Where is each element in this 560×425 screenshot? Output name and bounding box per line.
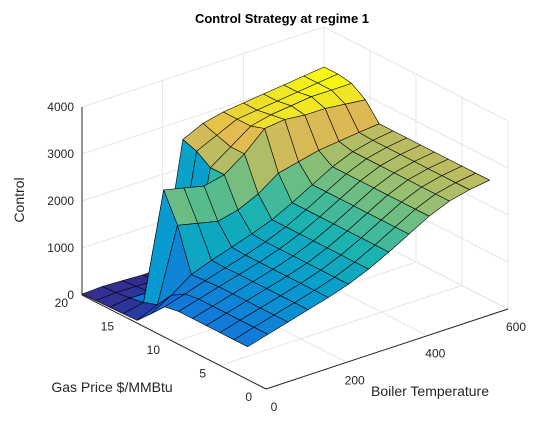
tick-labels: 0 1000 2000 3000 4000 0 200 400 600 0 5 10 15 20 xyxy=(47,100,526,414)
y-tick-label: 20 xyxy=(55,296,69,310)
grid-line-z xyxy=(323,26,509,122)
surface xyxy=(81,66,490,348)
z-tick-label: 2000 xyxy=(47,194,74,208)
x-tick-label: 400 xyxy=(425,347,445,361)
x-axis-line xyxy=(265,308,509,390)
z-tick-label: 0 xyxy=(67,288,74,302)
z-tick-label: 3000 xyxy=(47,147,74,161)
z-tick-label: 4000 xyxy=(47,100,74,114)
y-axis-line xyxy=(81,294,267,390)
z-axis-label: Control xyxy=(11,177,27,222)
x-tick-label: 600 xyxy=(506,320,526,334)
y-tick-label: 10 xyxy=(147,343,161,357)
grid-line-z xyxy=(81,26,325,108)
chart-title: Control Strategy at regime 1 xyxy=(195,11,369,26)
x-axis-label: Boiler Temperature xyxy=(371,383,489,399)
x-tick-label: 0 xyxy=(271,400,278,414)
surface-facet xyxy=(233,326,269,348)
y-axis-label: Gas Price $/MMBtu xyxy=(51,379,172,395)
y-tick-label: 15 xyxy=(101,320,115,334)
grid-line-y xyxy=(219,285,463,366)
y-tick-label: 5 xyxy=(199,367,206,381)
x-tick-label: 200 xyxy=(345,373,365,387)
z-tick-label: 1000 xyxy=(47,241,74,255)
y-tick-label: 0 xyxy=(245,390,252,404)
axis-lines xyxy=(81,107,509,390)
